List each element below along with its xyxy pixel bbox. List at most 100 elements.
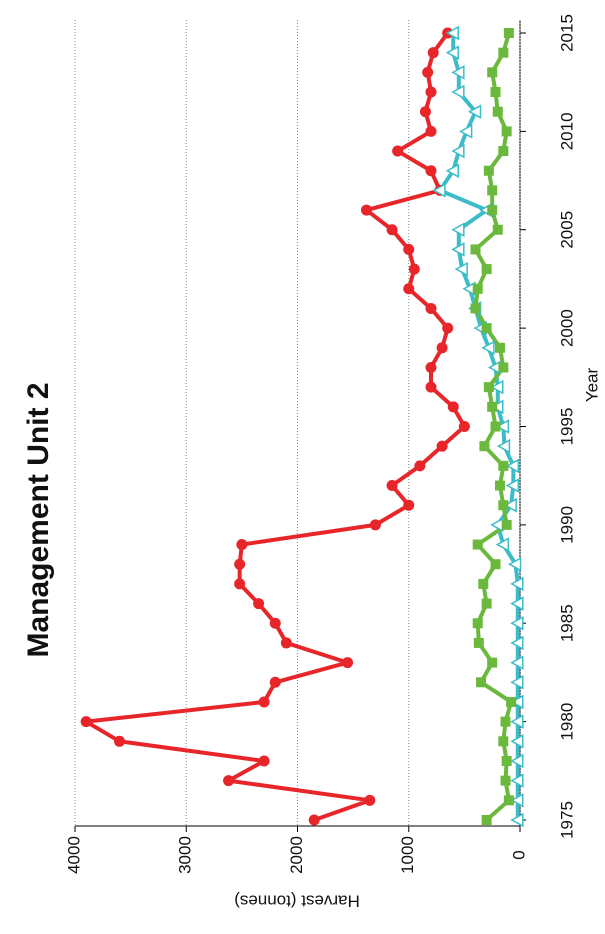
x-tick-label: 2015 xyxy=(557,14,576,52)
point xyxy=(510,615,524,631)
point xyxy=(422,66,434,78)
point xyxy=(253,598,265,610)
point xyxy=(80,716,92,728)
point xyxy=(490,559,501,570)
point xyxy=(510,675,524,690)
point xyxy=(425,165,437,177)
point xyxy=(510,694,524,710)
point xyxy=(425,381,437,393)
point xyxy=(501,126,512,137)
point xyxy=(481,340,495,356)
point xyxy=(451,143,465,159)
point xyxy=(510,734,524,749)
point xyxy=(386,224,398,236)
point xyxy=(472,539,483,550)
point xyxy=(258,755,270,767)
point xyxy=(234,558,246,570)
point xyxy=(436,440,448,452)
point xyxy=(308,814,320,826)
point xyxy=(392,145,404,157)
point xyxy=(498,362,509,373)
point xyxy=(481,815,492,825)
point xyxy=(386,480,398,492)
x-tick-label: 1990 xyxy=(557,506,576,544)
point xyxy=(510,753,524,769)
point xyxy=(500,775,511,786)
x-axis-label: Year xyxy=(582,367,601,402)
x-tick-label: 2005 xyxy=(557,211,576,249)
point xyxy=(490,379,504,395)
point xyxy=(510,596,524,611)
point xyxy=(472,283,483,294)
point xyxy=(364,794,376,806)
point xyxy=(451,242,465,257)
point xyxy=(501,755,512,766)
point xyxy=(445,163,459,178)
point xyxy=(269,676,281,688)
point xyxy=(459,124,473,139)
point xyxy=(494,342,505,353)
point xyxy=(458,421,470,432)
point xyxy=(487,185,498,196)
point xyxy=(280,637,292,649)
point xyxy=(492,224,503,235)
y-axis-label: Harvest (tonnes) xyxy=(234,892,360,911)
point xyxy=(498,736,509,747)
point xyxy=(425,361,437,373)
point xyxy=(510,655,524,670)
y-tick-label: 1000 xyxy=(398,836,417,874)
point xyxy=(451,222,465,238)
point xyxy=(507,556,522,572)
point xyxy=(236,539,248,551)
point xyxy=(481,598,492,609)
y-tick-label: 0 xyxy=(509,850,528,859)
point xyxy=(403,243,415,255)
point xyxy=(490,421,501,432)
point xyxy=(503,28,514,38)
y-tick-label: 3000 xyxy=(176,836,195,874)
point xyxy=(510,714,524,729)
point xyxy=(479,441,490,452)
point xyxy=(427,47,439,59)
point xyxy=(498,47,509,58)
point xyxy=(496,438,511,454)
x-tick-label: 1980 xyxy=(557,703,576,741)
point xyxy=(451,84,465,100)
point xyxy=(487,657,498,668)
point xyxy=(445,25,459,41)
x-tick-label: 1985 xyxy=(557,604,576,642)
point xyxy=(500,716,511,727)
x-tick-label: 2010 xyxy=(557,112,576,150)
point xyxy=(503,795,514,806)
point xyxy=(481,323,492,334)
point xyxy=(223,775,235,787)
point xyxy=(490,399,504,415)
point xyxy=(505,478,520,493)
x-tick-label: 1975 xyxy=(557,801,576,839)
point xyxy=(490,87,501,98)
point xyxy=(495,537,510,552)
point xyxy=(419,106,431,118)
point xyxy=(510,635,524,651)
point xyxy=(487,205,498,216)
point xyxy=(501,519,512,530)
point xyxy=(342,657,354,669)
point xyxy=(432,183,446,198)
point xyxy=(454,261,468,277)
point xyxy=(483,165,494,176)
point xyxy=(451,65,465,80)
point xyxy=(481,264,492,275)
point xyxy=(269,617,281,629)
series-line xyxy=(84,31,467,822)
point xyxy=(487,67,498,78)
y-tick-label: 4000 xyxy=(64,836,83,874)
point xyxy=(510,773,524,788)
x-tick-label: 2000 xyxy=(557,309,576,347)
point xyxy=(476,677,487,688)
point xyxy=(505,458,520,474)
point xyxy=(498,146,509,157)
point xyxy=(510,576,524,592)
point xyxy=(467,104,482,119)
point xyxy=(483,382,494,393)
